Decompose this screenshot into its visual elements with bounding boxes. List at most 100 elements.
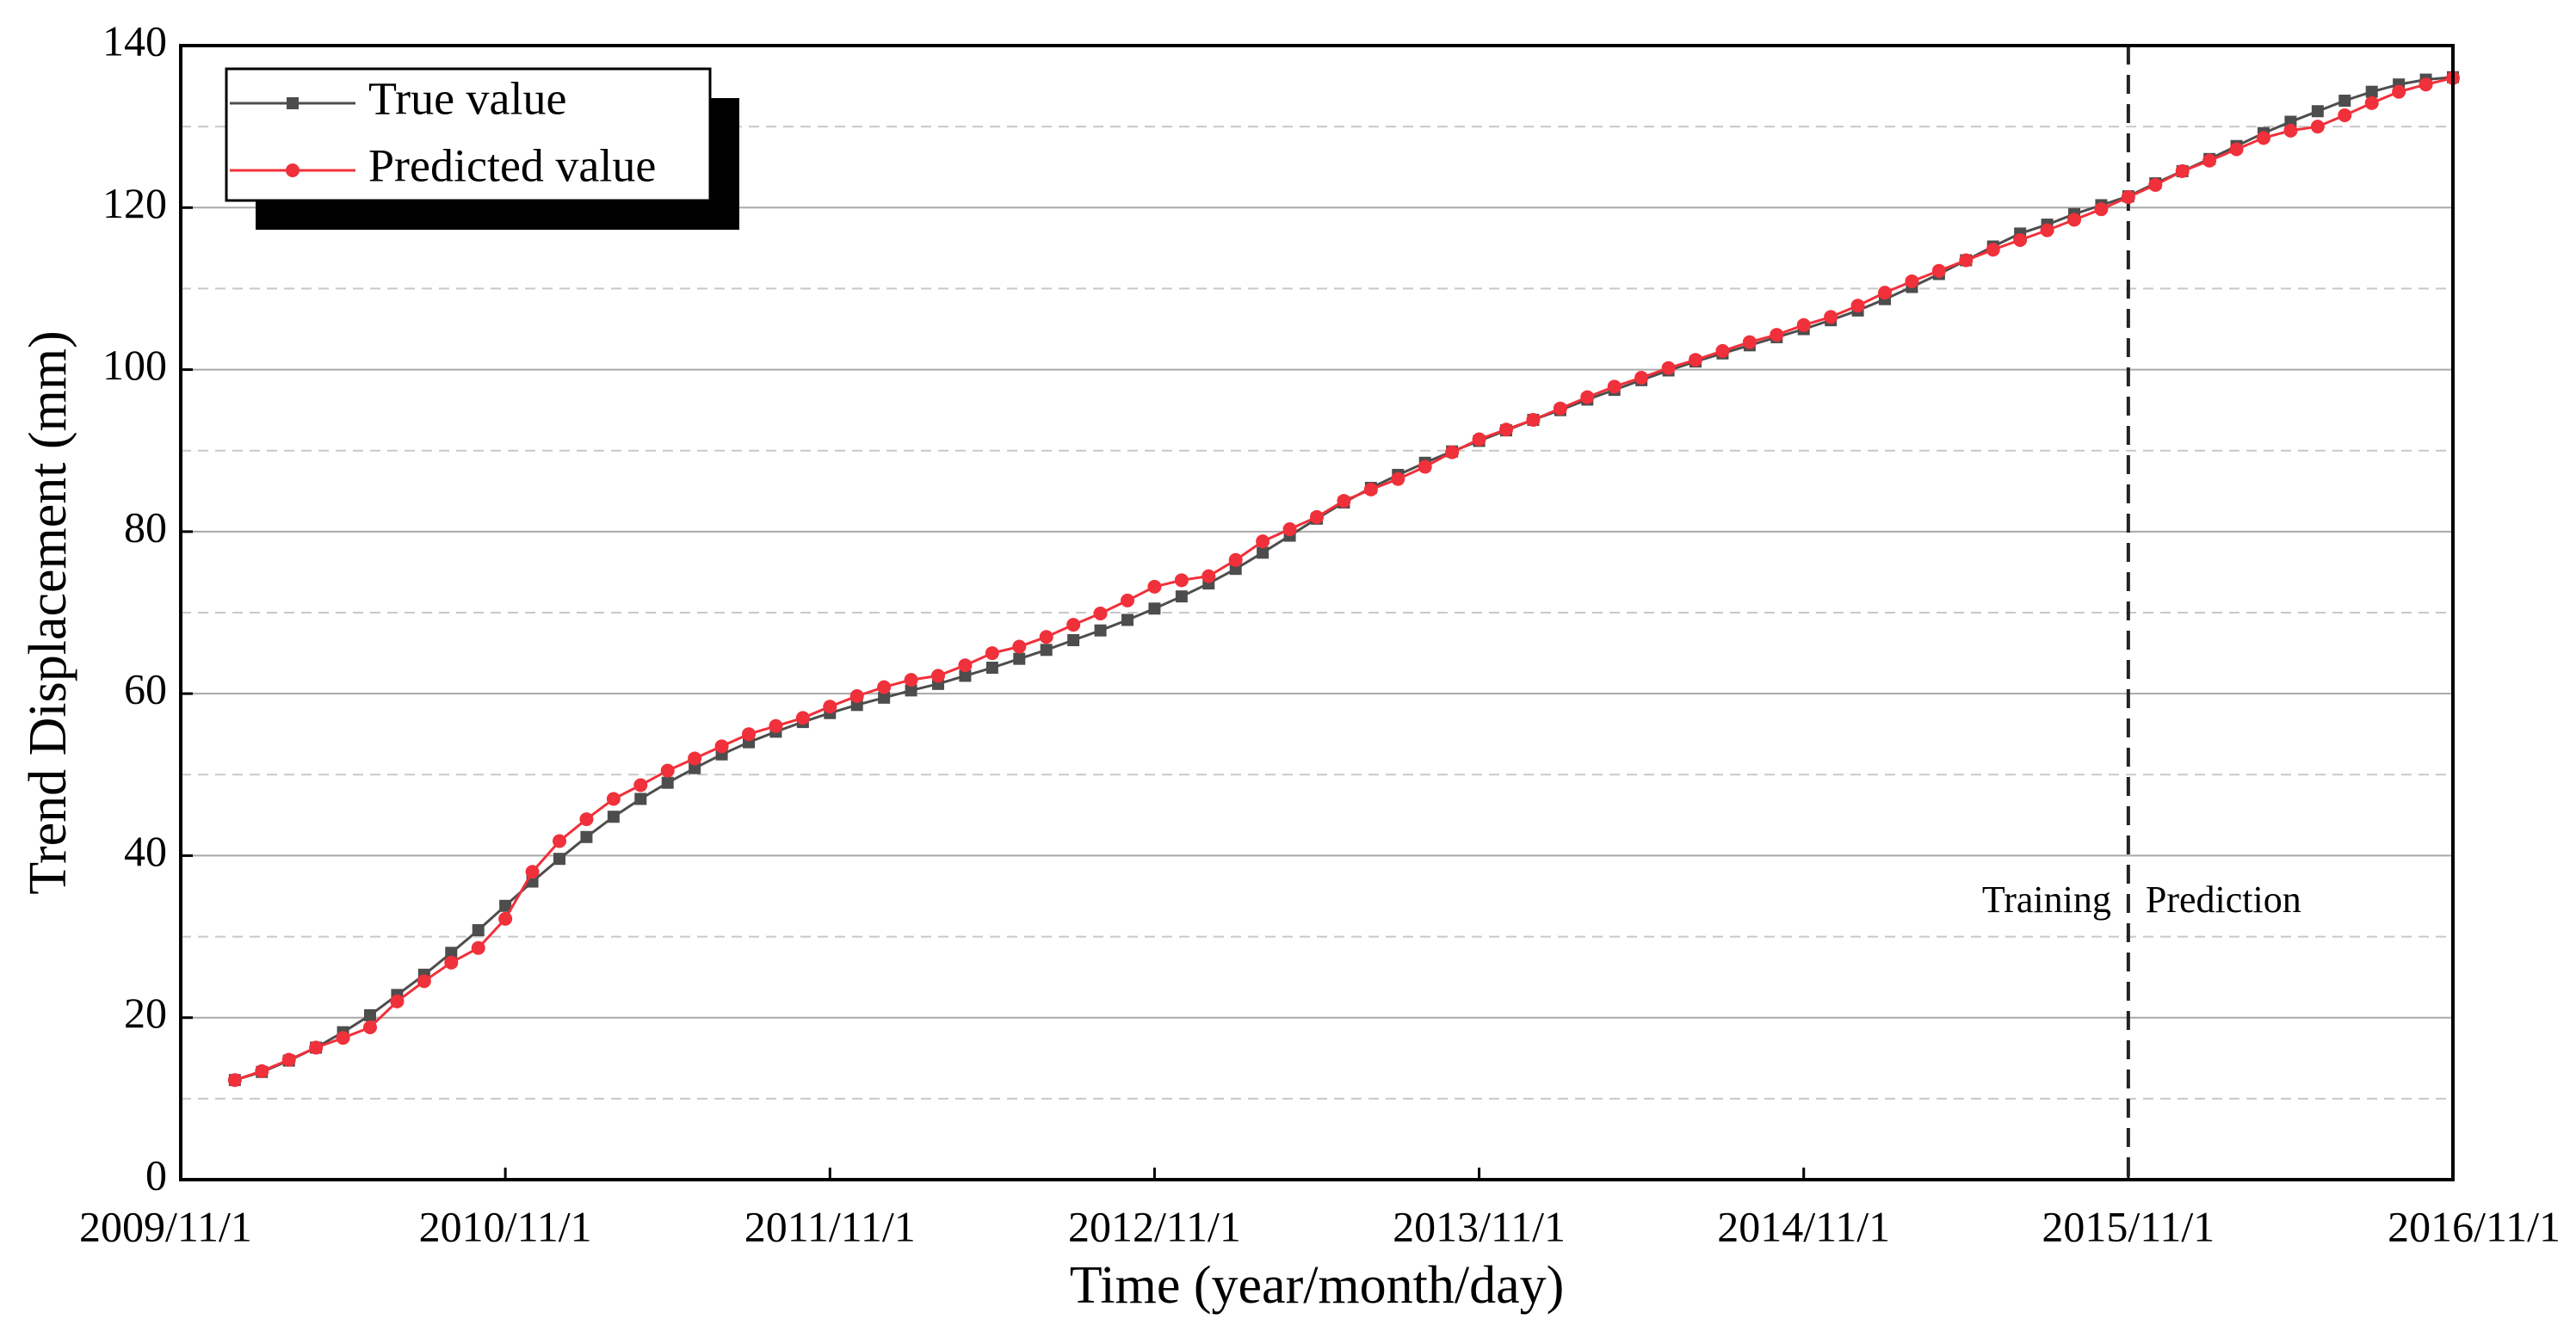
- marker: [1282, 522, 1297, 537]
- marker: [2148, 177, 2163, 192]
- marker: [2310, 120, 2325, 134]
- marker: [281, 1052, 296, 1067]
- marker: [1175, 590, 1188, 603]
- marker: [689, 761, 701, 774]
- marker: [1499, 422, 1513, 437]
- legend-marker: [286, 163, 300, 177]
- marker: [1661, 361, 1676, 375]
- annotation: Training: [1982, 879, 2111, 921]
- marker: [1824, 310, 1838, 324]
- x-tick-label: 2015/11/1: [2042, 1202, 2215, 1250]
- marker: [985, 646, 999, 661]
- y-axis-title: Trend Displacement (mm): [19, 330, 77, 894]
- marker: [2175, 163, 2190, 178]
- marker: [1391, 472, 1405, 486]
- marker: [445, 946, 458, 959]
- marker: [1796, 318, 1811, 332]
- x-tick-label: 2009/11/1: [79, 1202, 252, 1250]
- x-tick-label: 2016/11/1: [2388, 1202, 2561, 1250]
- marker: [958, 658, 973, 673]
- marker: [661, 776, 674, 789]
- marker: [1715, 343, 1730, 358]
- y-tick-label: 140: [102, 16, 167, 65]
- marker: [525, 865, 540, 879]
- marker: [1931, 263, 1946, 278]
- marker: [985, 662, 998, 675]
- marker: [2040, 223, 2054, 237]
- marker: [2094, 202, 2109, 217]
- legend-box: [225, 67, 712, 202]
- marker: [660, 763, 675, 778]
- marker: [336, 1031, 350, 1045]
- marker: [1607, 379, 1622, 394]
- marker: [227, 1073, 242, 1088]
- marker: [2392, 84, 2406, 99]
- x-tick-label: 2010/11/1: [419, 1202, 592, 1250]
- marker: [1012, 639, 1027, 654]
- marker: [607, 811, 620, 823]
- marker: [1850, 299, 1865, 313]
- marker: [390, 994, 405, 1008]
- marker: [364, 1008, 376, 1021]
- y-tick-label: 100: [102, 341, 167, 389]
- y-tick-label: 40: [124, 827, 167, 875]
- marker: [959, 669, 972, 682]
- marker: [1634, 370, 1649, 385]
- marker: [878, 691, 891, 704]
- marker: [471, 940, 485, 955]
- marker: [1580, 390, 1595, 404]
- marker: [1066, 618, 1081, 632]
- marker: [2257, 131, 2270, 145]
- annotation: Prediction: [2146, 879, 2301, 921]
- marker: [1472, 432, 1486, 447]
- legend-label: True value: [368, 72, 566, 124]
- marker: [823, 700, 837, 714]
- marker: [2229, 142, 2244, 157]
- marker: [2365, 85, 2378, 98]
- marker: [1445, 445, 1460, 459]
- marker: [2311, 105, 2324, 118]
- marker: [1067, 634, 1080, 647]
- marker: [742, 727, 756, 742]
- marker: [905, 684, 917, 697]
- marker: [553, 853, 565, 866]
- marker: [553, 834, 566, 848]
- marker: [472, 924, 485, 937]
- marker: [498, 911, 513, 926]
- marker: [1202, 569, 1216, 583]
- marker: [2013, 232, 2028, 247]
- marker: [1040, 644, 1053, 657]
- marker: [2202, 153, 2217, 168]
- marker: [1094, 624, 1107, 637]
- marker: [2418, 77, 2433, 92]
- marker: [634, 792, 647, 805]
- marker: [1121, 593, 1134, 607]
- y-tick-label: 20: [124, 989, 167, 1037]
- marker: [1013, 652, 1026, 665]
- marker: [309, 1040, 324, 1055]
- x-axis-title: Time (year/month/day): [1070, 1256, 1565, 1315]
- marker: [1418, 459, 1432, 474]
- marker: [499, 899, 512, 912]
- marker: [1228, 552, 1243, 567]
- legend-label: Predicted value: [368, 139, 656, 191]
- marker: [255, 1063, 269, 1078]
- marker: [1363, 482, 1378, 496]
- marker: [769, 718, 783, 733]
- marker: [363, 1020, 377, 1035]
- x-tick-label: 2013/11/1: [1393, 1202, 1566, 1250]
- marker: [1310, 509, 1324, 524]
- marker: [2283, 123, 2298, 138]
- marker: [849, 688, 864, 703]
- marker: [904, 673, 918, 687]
- marker: [579, 812, 594, 827]
- y-tick-label: 80: [124, 502, 167, 551]
- marker: [1986, 243, 2000, 257]
- marker: [795, 711, 810, 725]
- marker: [1093, 606, 1108, 620]
- marker: [1174, 573, 1189, 588]
- marker: [1257, 546, 1269, 559]
- marker: [1689, 353, 1702, 367]
